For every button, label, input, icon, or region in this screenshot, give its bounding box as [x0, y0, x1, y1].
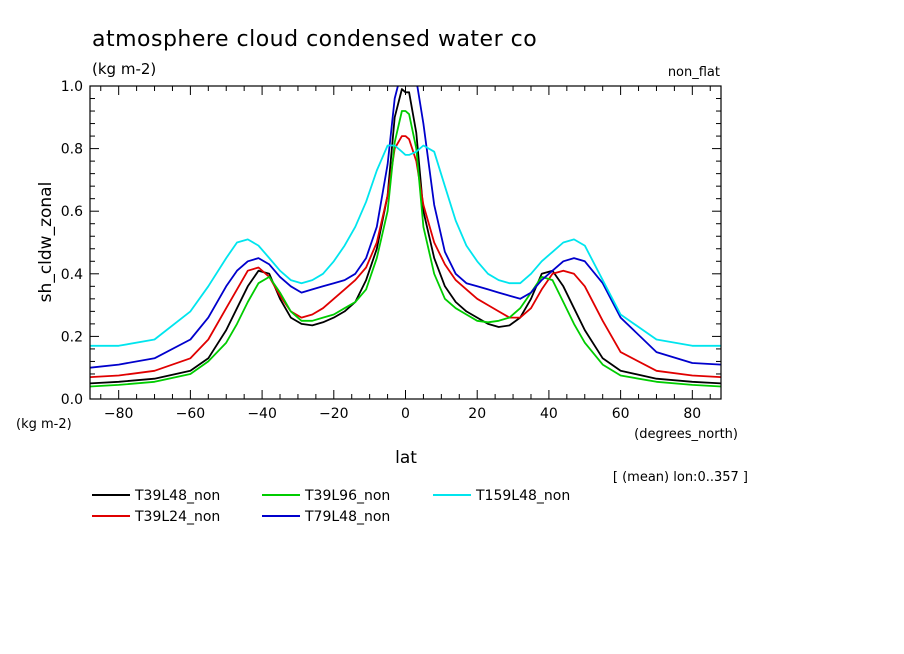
y-axis-label: sh_cldw_zonal [36, 182, 56, 303]
y-tick-label: 0.8 [61, 142, 83, 158]
x-tick-label: −40 [247, 406, 277, 422]
y-axis-unit: (kg m-2) [16, 417, 72, 432]
series-line-t39l24-non [90, 135, 721, 378]
x-axis-label: lat [395, 448, 417, 468]
annotation-label: non_flat [668, 65, 720, 80]
tick-labels: −80 −60 −40 −20 0 20 40 60 80 0.0 0.2 0.4 0.6 0.8 1.0 [61, 79, 701, 422]
legend: T39L48_non T39L96_non T159L48_non T39L24_no… [92, 488, 570, 525]
plot-frame [89, 85, 722, 400]
x-tick-label: −20 [319, 406, 349, 422]
footnote: [ (mean) lon:0..357 ] [613, 470, 748, 485]
y-tick-label: 1.0 [61, 79, 83, 95]
x-axis-unit: (degrees_north) [634, 427, 738, 442]
series-lines [90, 86, 721, 388]
legend-label: T159L48_non [475, 488, 570, 504]
x-tick-label: 20 [468, 406, 486, 422]
legend-label: T39L96_non [304, 488, 390, 504]
title-units: (kg m-2) [92, 60, 156, 78]
x-tick-label: 0 [401, 406, 410, 422]
y-tick-label: 0.4 [61, 267, 83, 283]
x-tick-label: 80 [683, 406, 701, 422]
series-line-t39l48-non [90, 88, 721, 385]
legend-label: T39L48_non [134, 488, 220, 504]
x-tick-label: −60 [176, 406, 206, 422]
chart-title: atmosphere cloud condensed water co [92, 27, 537, 52]
x-tick-label: −80 [104, 406, 134, 422]
series-line-t159l48-non [90, 144, 721, 347]
legend-label: T39L24_non [134, 509, 220, 525]
y-tick-label: 0.0 [61, 392, 83, 408]
axis-ticks [90, 85, 721, 400]
legend-label: T79L48_non [304, 509, 390, 525]
x-tick-label: 60 [612, 406, 630, 422]
series-line-t39l96-non [90, 110, 721, 388]
y-tick-label: 0.6 [61, 204, 83, 220]
x-tick-label: 40 [540, 406, 558, 422]
y-tick-label: 0.2 [61, 329, 83, 345]
series-line-t79l48-non [90, 86, 721, 369]
